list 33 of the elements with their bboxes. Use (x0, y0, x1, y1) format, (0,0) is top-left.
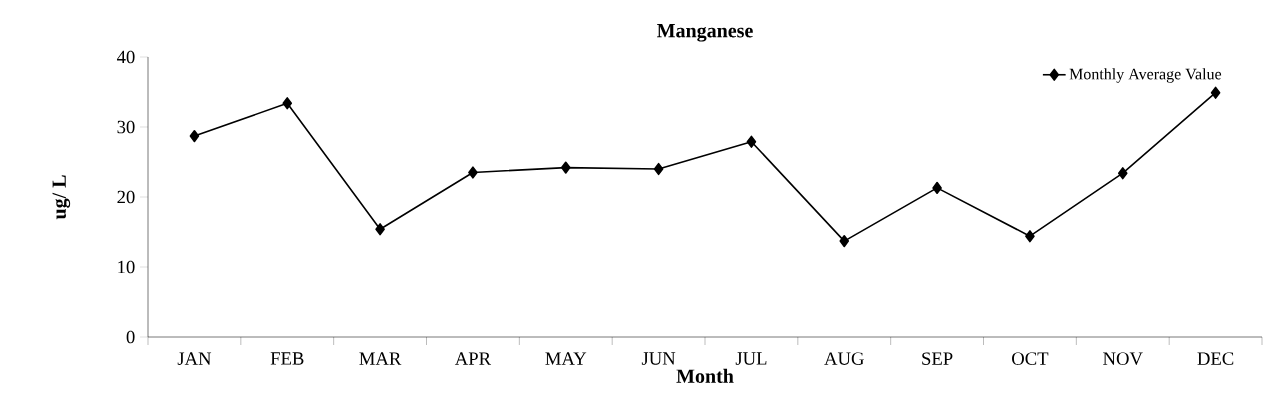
point (560, 161, 571, 174)
point (189, 129, 200, 143)
x-tick-label: OCT (1012, 352, 1049, 365)
x-tick-label: SEP (922, 352, 953, 365)
y-axis-title: ug/ L (52, 175, 71, 220)
x-tick-label: NOV (1103, 352, 1143, 366)
x-tick-label: APR (454, 352, 492, 365)
legend-label: Monthly Average Value (1069, 68, 1222, 83)
point (932, 181, 942, 195)
y-tick-label: 40 (116, 50, 135, 64)
x-tick-label: MAY (545, 352, 587, 365)
point (1210, 86, 1221, 99)
point (746, 135, 757, 148)
point (653, 162, 664, 176)
x-tick-label: DEC (1197, 352, 1234, 365)
point (375, 223, 385, 236)
y-tick-label: 20 (117, 190, 135, 204)
x-tick-label: JAN (177, 352, 212, 365)
point (468, 166, 478, 179)
x-tick-label: JUL (735, 352, 767, 365)
y-tick-label: 30 (117, 120, 135, 134)
x-tick-label: JUN (641, 352, 676, 365)
point (1117, 167, 1128, 180)
x-axis-title: Month (676, 368, 734, 383)
chart-title: Manganese (657, 24, 753, 42)
point (282, 97, 293, 110)
x-tick-label: MAR (359, 352, 402, 365)
y-tick-label: 0 (126, 330, 135, 344)
x-tick-label: AUG (824, 352, 864, 365)
x-tick-label: FEB (270, 352, 304, 365)
y-tick-label: 10 (118, 260, 135, 274)
point (839, 234, 850, 248)
point (1025, 230, 1035, 243)
